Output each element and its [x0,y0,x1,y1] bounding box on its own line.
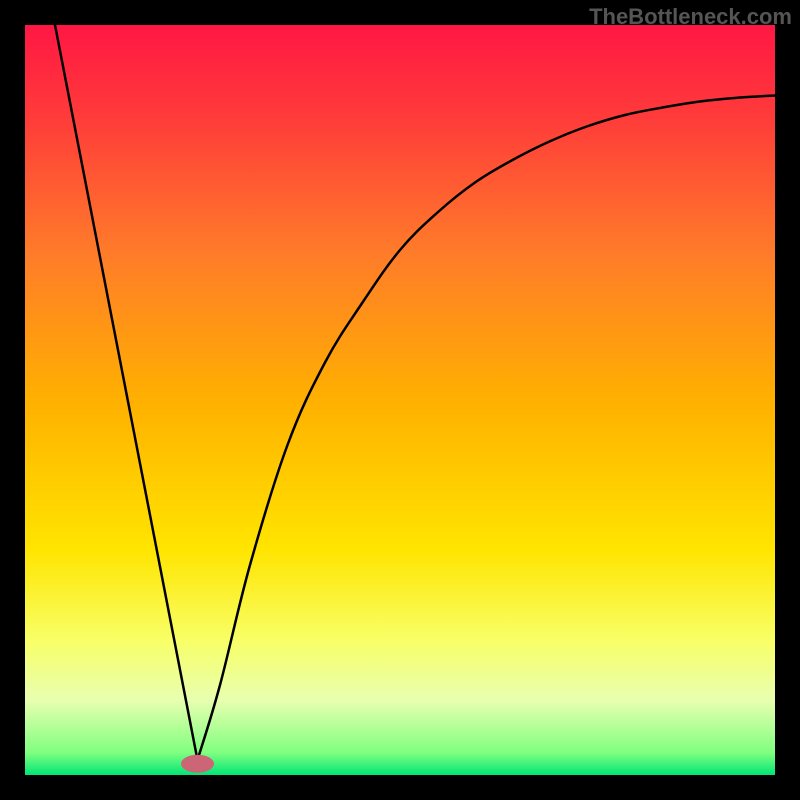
bottleneck-chart [0,0,800,800]
chart-container: TheBottleneck.com [0,0,800,800]
watermark-text: TheBottleneck.com [589,4,792,30]
